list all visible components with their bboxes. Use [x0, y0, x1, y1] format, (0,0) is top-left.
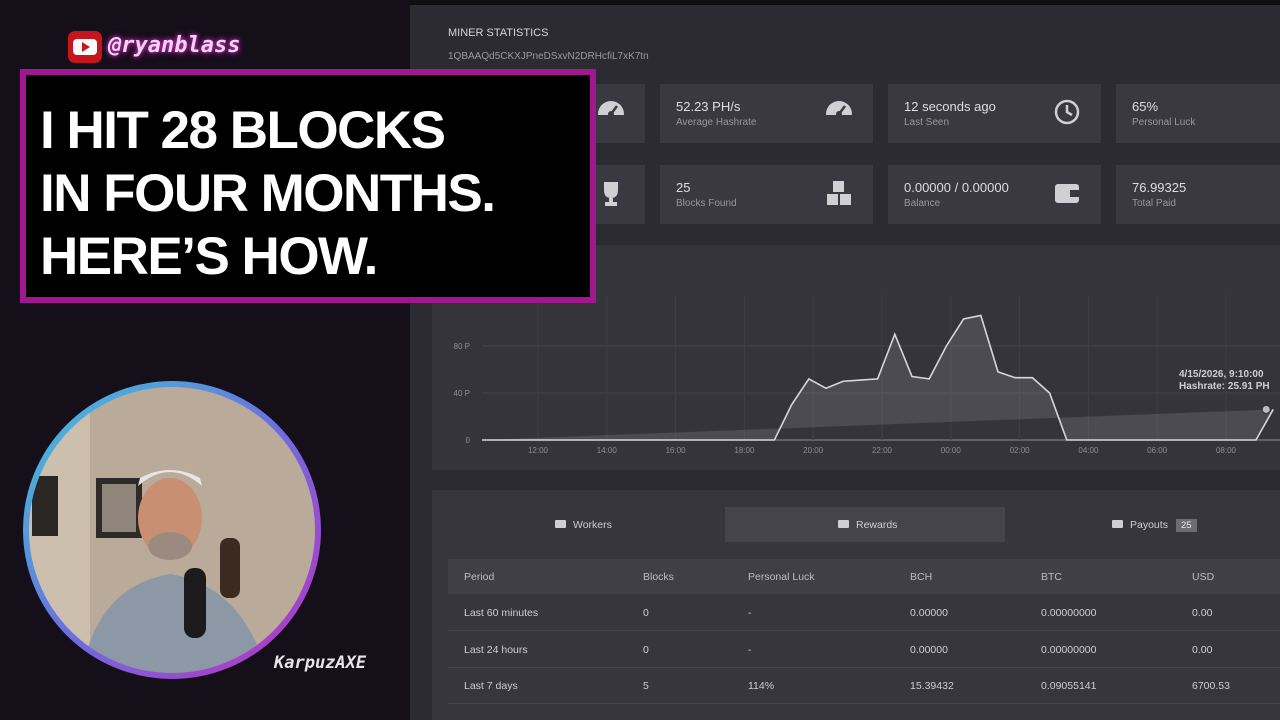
stat-label: Personal Luck	[1132, 117, 1196, 128]
stat-icon	[597, 101, 625, 128]
x-tick-label: 16:00	[666, 446, 687, 455]
table-cell: 0.00000000	[1041, 607, 1097, 619]
tab[interactable]: Payouts 25	[1112, 519, 1197, 532]
y-tick-label: 40 P	[454, 389, 470, 398]
headline-line: HERE’S HOW.	[40, 227, 378, 286]
table-cell: 5	[643, 680, 649, 693]
stat-value: 12 seconds ago	[904, 99, 996, 114]
column-header: BCH	[910, 571, 933, 583]
column-header: Personal Luck	[748, 571, 815, 583]
table-cell: 0	[643, 643, 649, 656]
tooltip-value: Hashrate: 25.91 PH	[1179, 381, 1270, 392]
stat-card: 25 Blocks Found	[660, 165, 873, 224]
tab-badge: 25	[1175, 519, 1197, 532]
x-tick-label: 18:00	[734, 446, 755, 455]
x-tick-label: 06:00	[1147, 446, 1168, 455]
hashrate-chart: 0 40 P 80 P 12:00 14:00 16:00 18:00 20:00 22:00 0…	[454, 295, 1280, 455]
stat-card: 76.99325 Total Paid	[1116, 165, 1280, 224]
table-cell: -	[748, 607, 752, 619]
headline-line: I HIT 28 BLOCKS	[40, 101, 446, 160]
column-header: Blocks	[643, 571, 674, 583]
x-tick-label: 12:00	[528, 446, 549, 455]
stat-card: 52.23 PH/s Average Hashrate	[660, 84, 873, 143]
stat-value: 76.99325	[1132, 180, 1187, 195]
stat-value: 52.23 PH/s	[676, 99, 741, 114]
table-cell: 0.00	[1192, 607, 1213, 619]
y-tick-label: 0	[466, 436, 471, 445]
table-cell: 0.00	[1192, 643, 1213, 656]
tooltip-time: 4/15/2026, 9:10:00	[1179, 369, 1264, 380]
table-cell: 15.39432	[910, 680, 954, 693]
row-separator	[448, 666, 1280, 668]
column-header: USD	[1192, 571, 1215, 583]
table-cell: 0	[643, 607, 649, 619]
stat-card: 12 seconds ago Last Seen	[888, 84, 1101, 143]
table-cell: 0.00000	[910, 643, 948, 656]
x-tick-label: 22:00	[872, 446, 893, 455]
youtube-icon	[68, 31, 102, 63]
row-separator	[448, 630, 1280, 631]
table-cell: 0.00000000	[1041, 643, 1097, 656]
table-cell: Last 7 days	[464, 680, 518, 693]
stat-label: Last Seen	[904, 117, 950, 128]
x-tick-label: 02:00	[1010, 446, 1031, 455]
table-cell: -	[748, 643, 752, 656]
stat-icon	[1054, 99, 1080, 125]
table-cell: 114%	[748, 680, 775, 693]
page-title: MINER STATISTICS	[448, 27, 549, 39]
headline-box: I HIT 28 BLOCKS IN FOUR MONTHS. HERE’S HOW…	[20, 69, 596, 303]
stat-card: 65% Personal Luck	[1116, 84, 1280, 143]
wallet-address: 1QBAAQd5CKXJPneDSxvN2DRHcfiL7xK7tn	[448, 51, 649, 62]
stat-value: 0.00000 / 0.00000	[904, 180, 1009, 195]
table-cell: Last 24 hours	[464, 643, 528, 656]
tooltip-point	[1261, 404, 1271, 414]
headline: I HIT 28 BLOCKS IN FOUR MONTHS. HERE’S HOW…	[40, 99, 496, 288]
column-header: Period	[464, 571, 495, 583]
top-bar	[410, 0, 1280, 5]
tab[interactable]: Rewards	[838, 519, 897, 531]
table-cell: 6700.53	[1192, 680, 1230, 693]
table-cell: 0.09055141	[1041, 680, 1097, 693]
stat-label: Blocks Found	[676, 198, 737, 209]
active-tab	[725, 507, 1005, 542]
stat-icon	[1055, 184, 1079, 203]
webcam	[23, 381, 321, 679]
x-tick-label: 20:00	[803, 446, 824, 455]
stat-icon	[827, 181, 851, 205]
tab-label: Workers	[573, 519, 612, 531]
tab-label: Payouts	[1130, 519, 1168, 531]
column-header: BTC	[1041, 571, 1062, 583]
payments-panel: Workers Rewards Payouts 25 Period Blocks Perso…	[432, 490, 1280, 720]
table-cell: Last 60 minutes	[464, 607, 539, 619]
x-tick-label: 04:00	[1078, 446, 1099, 455]
tab-label: Rewards	[856, 519, 898, 531]
stat-label: Total Paid	[1132, 198, 1176, 209]
signature: KarpuzAXE	[274, 653, 367, 673]
stat-icon	[604, 182, 618, 206]
tab[interactable]: Workers	[555, 519, 612, 531]
tab-icon	[1112, 520, 1123, 528]
x-tick-label: 00:00	[941, 446, 962, 455]
x-tick-label: 14:00	[597, 446, 618, 455]
hashrate-line	[482, 314, 1274, 441]
stat-label: Balance	[904, 198, 941, 209]
channel-handle: @ryanblass	[108, 33, 241, 58]
x-tick-label: 08:00	[1216, 446, 1237, 455]
stat-label: Average Hashrate	[676, 117, 757, 128]
stat-icon	[825, 101, 853, 128]
table-cell: 0.00000	[910, 607, 948, 619]
y-tick-label: 80 P	[454, 342, 470, 351]
headline-line: IN FOUR MONTHS.	[40, 164, 496, 223]
stat-value: 65%	[1132, 99, 1159, 114]
tab-icon	[838, 520, 849, 528]
stat-card: 0.00000 / 0.00000 Balance	[888, 165, 1101, 224]
stat-value: 25	[676, 180, 691, 195]
table-header-bg	[448, 559, 1280, 594]
row-separator	[448, 703, 1280, 705]
tab-icon	[555, 520, 566, 528]
